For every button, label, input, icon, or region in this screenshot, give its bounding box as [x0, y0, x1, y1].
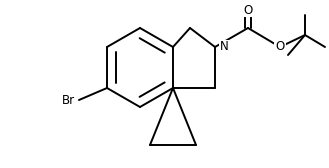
Text: Br: Br [62, 94, 75, 107]
Text: N: N [220, 40, 229, 53]
Text: O: O [275, 40, 285, 53]
Text: O: O [243, 4, 253, 16]
